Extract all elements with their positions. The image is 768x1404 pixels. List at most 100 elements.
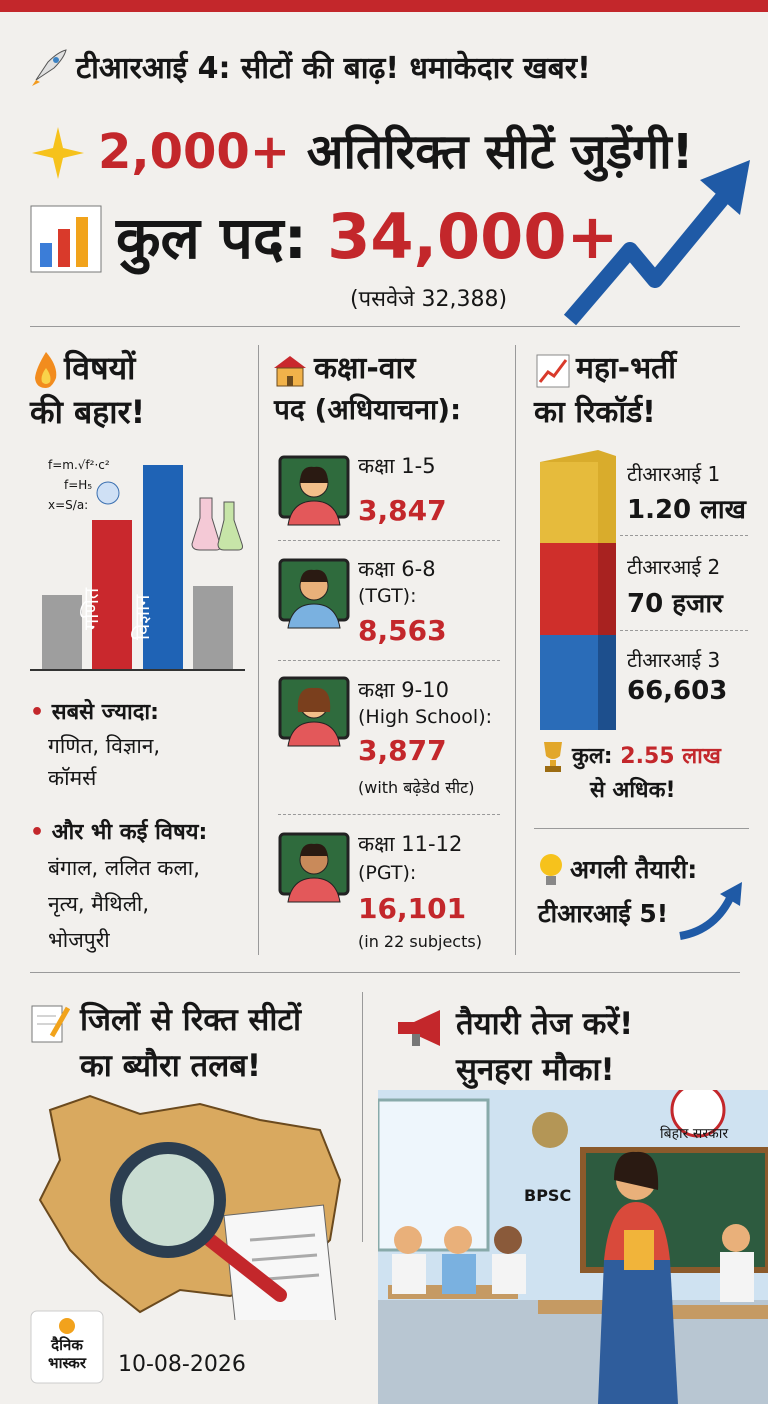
trophy-icon (544, 742, 562, 772)
grade-sub: (TGT): (358, 585, 417, 607)
record-total-label: कुल: (572, 744, 613, 769)
record-total-suffix: से अधिक! (590, 778, 676, 803)
record-name: टीआरआई 1 (627, 462, 721, 486)
subject-bars (30, 465, 245, 671)
logo-box (30, 1310, 104, 1384)
next-line: टीआरआई 5! (538, 899, 669, 928)
grade-value: 3,877 (358, 734, 447, 767)
teacher-avatar (278, 832, 350, 903)
headline-text: अतिरिक्त सीटें जुड़ेंगी! (306, 124, 694, 180)
line: बंगाल, ललित कला, (48, 856, 200, 880)
top-bar (0, 0, 768, 12)
bihar-map (38, 1094, 342, 1320)
flask-icon (191, 497, 243, 551)
total: कुल पद: 34,000+ (116, 196, 618, 275)
bar-label: गणित (79, 587, 103, 630)
separator (278, 540, 500, 541)
line: गणित, विज्ञान, (48, 734, 161, 758)
grade-value: 3,847 (358, 494, 447, 527)
bar-label: विज्ञान (130, 594, 154, 640)
line: कॉमर्स (48, 766, 97, 790)
next-line: अगली तैयारी: (570, 855, 698, 884)
headline: 2,000+ अतिरिक्त सीटें जुड़ेंगी! (98, 118, 694, 183)
bullet-text: गणित, विज्ञान, कॉमर्स (48, 730, 160, 794)
record-value: 66,603 (627, 676, 728, 706)
fire-icon (35, 352, 57, 388)
line: नृत्य, मैथिली, (48, 892, 150, 916)
memo-icon (31, 1005, 70, 1043)
subjects-title-line: की बहार! (30, 393, 146, 431)
subjects-title-line: विषयों (64, 349, 136, 387)
headline-number: 2,000+ (98, 124, 291, 180)
separator (278, 814, 500, 815)
divider (30, 972, 740, 973)
logo-line: भास्कर (48, 1354, 86, 1372)
separator (278, 660, 500, 661)
megaphone-icon (398, 1010, 440, 1046)
record-name: टीआरआई 3 (627, 648, 721, 672)
separator (620, 535, 748, 536)
record-title-line: का रिकॉर्ड! (534, 395, 656, 430)
bullet-label: • और भी कई विषय: (30, 820, 208, 845)
bullet-text: बंगाल, ललित कला, नृत्य, मैथिली, भोजपुरी (48, 850, 200, 958)
prepare-title-line: तैयारी तेज करें! (456, 1006, 634, 1042)
bullet-label-text: और भी कई विषय: (51, 820, 208, 845)
grade-value: 8,563 (358, 614, 447, 647)
next-arrow (679, 882, 742, 940)
date: 10-08-2026 (118, 1352, 246, 1377)
school-icon (274, 356, 306, 387)
districts-title-line: का ब्यौरा तलब! (80, 1048, 262, 1084)
chart-icon (30, 205, 102, 273)
teacher-avatar (278, 558, 350, 629)
logo-line: दैनिक (51, 1336, 83, 1354)
total-note: (पसवेजे 32,388) (350, 287, 508, 312)
record-value: 70 हजार (627, 589, 723, 619)
districts-title-line: जिलों से रिक्त सीटों (80, 1002, 302, 1038)
grade: कक्षा 11-12 (358, 832, 463, 856)
divider (362, 992, 363, 1242)
header-title: टीआरआई 4: सीटों की बाढ़! धमाकेदार खबर! (76, 51, 591, 86)
bulb-icon (540, 854, 562, 885)
prepare-title-line: सुनहरा मौका! (456, 1052, 615, 1088)
record-total-value: 2.55 लाख (620, 744, 721, 769)
sparkle-icon (32, 127, 84, 179)
classroom-illustration (378, 1090, 768, 1404)
record-stack (540, 450, 616, 730)
grade-sub: (PGT): (358, 862, 417, 884)
formula: f=m.√f²·c² (48, 458, 110, 472)
bullet-label-text: सबसे ज्यादा: (51, 700, 159, 725)
divider (515, 345, 516, 955)
bpsc-label: BPSC (524, 1186, 572, 1205)
separator (620, 630, 748, 631)
emblem-label: बिहार सरकार (660, 1126, 729, 1142)
grade: कक्षा 6-8 (358, 557, 436, 581)
teacher-avatar (278, 676, 350, 747)
grade-note: (in 22 subjects) (358, 932, 482, 951)
record-name: टीआरआई 2 (627, 555, 721, 579)
grade-value: 16,101 (358, 892, 467, 925)
chart-up-icon (536, 354, 570, 388)
classes-title-line: पद (अधियाचना): (274, 393, 462, 426)
record-title-line: महा-भर्ती (576, 351, 677, 386)
grade-sub: (High School): (358, 706, 493, 728)
grade-note: (with बढ़ेडेd सीट) (358, 778, 475, 797)
total-value: 34,000+ (327, 200, 619, 273)
total-label: कुल पद: (116, 204, 307, 272)
grade: कक्षा 9-10 (358, 678, 449, 702)
atom-icon (96, 481, 120, 505)
classes-title-line: कक्षा-वार (314, 351, 416, 386)
divider (258, 345, 259, 955)
trend-arrow (563, 160, 750, 326)
grade: कक्षा 1-5 (358, 454, 436, 478)
line: भोजपुरी (48, 928, 110, 952)
bullet-label: • सबसे ज्यादा: (30, 700, 159, 725)
divider (534, 828, 749, 829)
divider (30, 326, 740, 327)
record-value: 1.20 लाख (627, 495, 746, 525)
rocket-icon (32, 49, 67, 86)
teacher-avatar (278, 455, 350, 526)
formula: x=S/a: (48, 498, 89, 512)
record-total: कुल: 2.55 लाख (572, 740, 721, 770)
logo: दैनिक भास्कर (34, 1336, 100, 1372)
